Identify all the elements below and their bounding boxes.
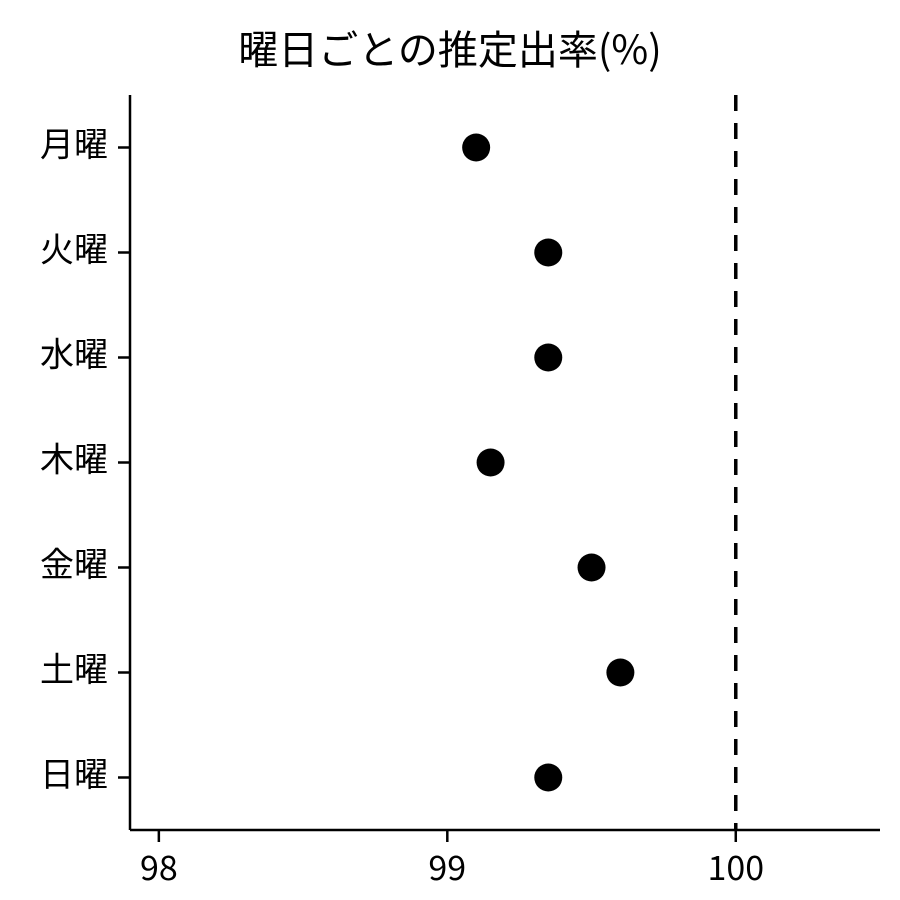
- data-point: [534, 239, 562, 267]
- data-point: [578, 554, 606, 582]
- data-point: [462, 134, 490, 162]
- data-point: [606, 659, 634, 687]
- data-point: [477, 449, 505, 477]
- y-tick-label: 火曜: [40, 223, 108, 272]
- chart-plot: 98 99 100 月曜火曜水曜木曜金曜土曜日曜: [0, 0, 900, 900]
- y-tick-label: 日曜: [40, 748, 108, 797]
- y-tick-label: 水曜: [40, 328, 108, 377]
- y-tick-label: 月曜: [40, 118, 108, 167]
- x-tick-label: 98: [140, 841, 178, 890]
- data-point: [534, 344, 562, 372]
- y-tick-label: 木曜: [40, 433, 108, 482]
- x-tick-label: 99: [428, 841, 466, 890]
- chart-container: 曜日ごとの推定出率(%) 9899100月曜火曜水曜木曜金曜土曜日曜: [0, 0, 900, 900]
- y-tick-label: 金曜: [40, 538, 108, 587]
- data-point: [534, 764, 562, 792]
- x-tick-label: 100: [707, 841, 764, 890]
- y-tick-label: 土曜: [40, 643, 108, 692]
